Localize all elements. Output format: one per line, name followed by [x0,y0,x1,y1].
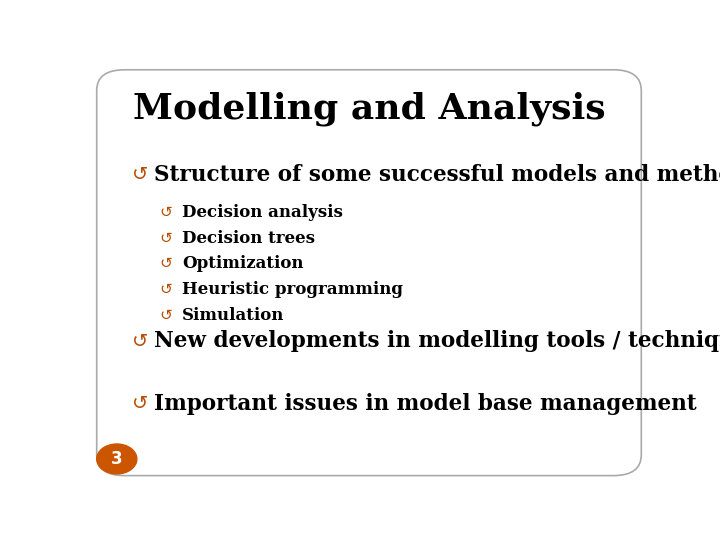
FancyBboxPatch shape [96,70,642,476]
Text: Simulation: Simulation [182,307,284,324]
Text: ↺: ↺ [132,394,148,413]
Text: Heuristic programming: Heuristic programming [182,281,403,298]
Text: ↺: ↺ [132,165,148,185]
Text: 3: 3 [111,450,122,468]
Text: New developments in modelling tools / techniques: New developments in modelling tools / te… [154,330,720,352]
Text: ↺: ↺ [132,332,148,351]
Text: ↺: ↺ [160,205,173,220]
Text: ↺: ↺ [160,256,173,272]
Text: Decision analysis: Decision analysis [182,204,343,221]
Circle shape [96,444,137,474]
Text: ↺: ↺ [160,282,173,297]
Text: Structure of some successful models and methodologies: Structure of some successful models and … [154,164,720,186]
Text: Modelling and Analysis: Modelling and Analysis [132,91,606,126]
Text: Important issues in model base management: Important issues in model base managemen… [154,393,697,415]
Text: Decision trees: Decision trees [182,230,315,247]
Text: ↺: ↺ [160,308,173,323]
Text: Optimization: Optimization [182,255,304,273]
Text: ↺: ↺ [160,231,173,246]
